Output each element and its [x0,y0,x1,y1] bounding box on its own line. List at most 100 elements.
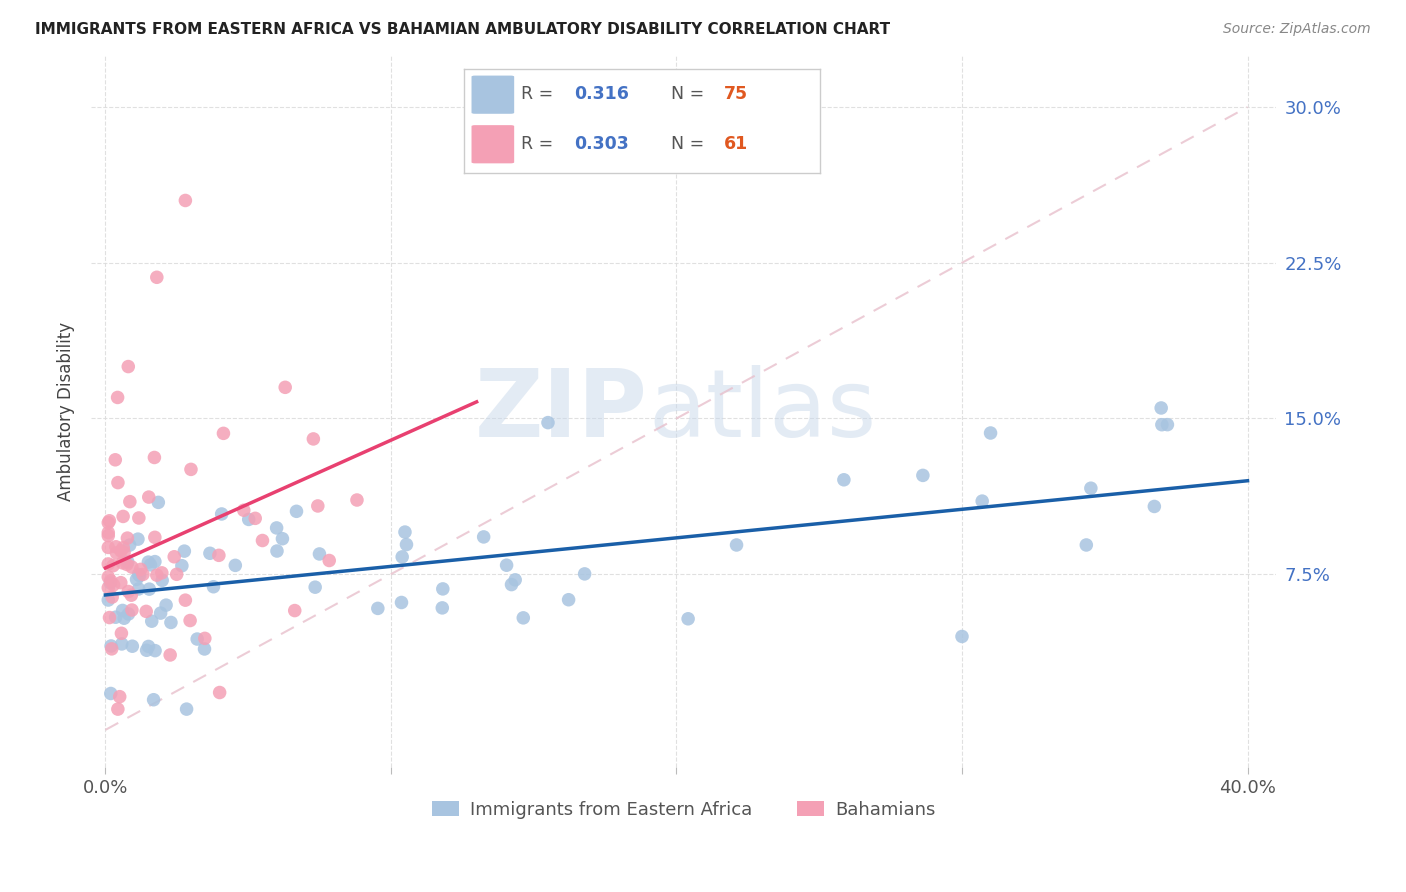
Point [160,615,183,630]
Point [97,528,120,542]
Text: atlas: atlas [648,365,876,458]
Point [118,538,141,552]
Point [150,574,173,588]
Point [432,600,454,615]
Point [284,603,307,617]
Point [202,580,225,594]
Point [117,531,139,545]
Point [118,494,141,508]
Point [198,546,221,560]
Point [676,612,699,626]
Point [139,558,162,572]
Point [186,632,208,646]
Point [112,541,135,555]
Point [308,547,330,561]
Point [100,686,122,700]
Point [117,359,139,374]
Point [143,450,166,465]
Point [103,578,125,592]
Point [170,558,193,573]
Point [503,573,526,587]
Point [97,593,120,607]
Point [304,580,326,594]
Point [176,702,198,716]
Point [211,507,233,521]
Point [1156,417,1178,432]
Point [950,630,973,644]
Point [146,270,169,285]
Text: IMMIGRANTS FROM EASTERN AFRICA VS BAHAMIAN AMBULATORY DISABILITY CORRELATION CHA: IMMIGRANTS FROM EASTERN AFRICA VS BAHAMI… [35,22,890,37]
Point [121,603,143,617]
Point [127,532,149,546]
Point [129,562,152,576]
Point [143,555,166,569]
Point [120,588,142,602]
Point [148,495,170,509]
Point [107,475,129,490]
Point [391,595,413,609]
Point [173,544,195,558]
Point [132,567,155,582]
Point [212,426,235,441]
Text: ZIP: ZIP [475,365,648,458]
Point [174,194,197,208]
Point [112,545,135,559]
Point [395,537,418,551]
Point [1150,417,1173,432]
Point [725,538,748,552]
Point [104,452,127,467]
Point [432,582,454,596]
Point [150,566,173,580]
Point [193,642,215,657]
Point [100,639,122,653]
Point [238,512,260,526]
Point [274,380,297,394]
Point [138,490,160,504]
Point [194,632,217,646]
Point [911,468,934,483]
Point [1150,401,1173,415]
Point [107,391,129,405]
Point [107,702,129,716]
Point [245,511,267,525]
Point [512,611,534,625]
Point [117,584,139,599]
Point [472,530,495,544]
Point [224,558,246,573]
Point [115,558,138,572]
Point [112,509,135,524]
Point [537,416,560,430]
Point [138,555,160,569]
Y-axis label: Ambulatory Disability: Ambulatory Disability [58,322,75,500]
Point [100,574,122,588]
Point [346,493,368,508]
Point [117,607,139,621]
Point [302,432,325,446]
Point [574,566,596,581]
Point [101,590,124,604]
Point [111,556,134,570]
Point [1143,500,1166,514]
Point [174,593,197,607]
Point [141,614,163,628]
Point [318,553,340,567]
Point [180,462,202,476]
Point [285,504,308,518]
Point [394,524,416,539]
Point [266,544,288,558]
Point [97,581,120,595]
Point [108,690,131,704]
Point [495,558,517,573]
Point [104,540,127,554]
Point [97,525,120,540]
Point [391,549,413,564]
Point [208,549,231,563]
Point [111,637,134,651]
Point [97,516,120,530]
Point [149,606,172,620]
Point [155,598,177,612]
Point [972,494,994,508]
Point [980,425,1002,440]
Point [832,473,855,487]
Point [112,611,135,625]
